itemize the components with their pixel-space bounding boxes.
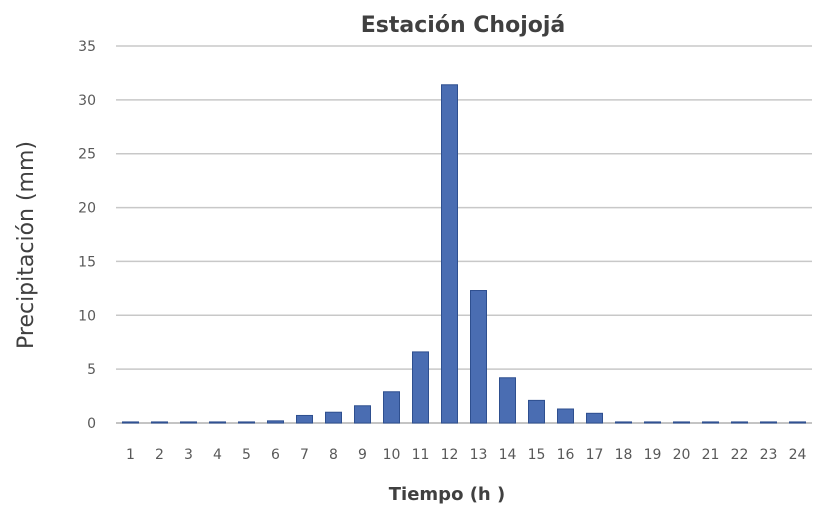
- bar: [209, 421, 226, 424]
- y-tick-label: 30: [78, 93, 96, 109]
- x-tick-label: 15: [528, 447, 546, 463]
- x-tick-label: 6: [271, 447, 280, 463]
- bar: [760, 421, 777, 424]
- x-tick-label: 12: [441, 447, 459, 463]
- bar: [499, 377, 516, 424]
- bar: [586, 412, 603, 424]
- x-tick-label: 13: [470, 447, 488, 463]
- x-tick-label: 17: [586, 447, 604, 463]
- bar: [325, 411, 342, 424]
- y-tick-label: 15: [78, 254, 96, 270]
- x-tick-label: 4: [213, 447, 222, 463]
- y-tick-label: 5: [87, 362, 96, 378]
- x-tick-labels: 1 2 3 4 5 6 7 8 9 10 11 12 13 14 15 16 17 18 19 20 21 22 23 24: [126, 447, 806, 463]
- y-tick-label: 0: [87, 416, 96, 432]
- y-tick-label: 10: [78, 308, 96, 324]
- x-tick-label: 19: [644, 447, 662, 463]
- x-tick-label: 14: [499, 447, 517, 463]
- bar: [122, 421, 139, 424]
- x-tick-label: 2: [155, 447, 164, 463]
- bar: [528, 399, 545, 424]
- chart-title: Estación Chojojá: [361, 13, 565, 38]
- x-tick-label: 22: [731, 447, 749, 463]
- bar: [383, 391, 400, 424]
- y-axis-title: Precipitación (mm): [14, 141, 39, 349]
- bar: [644, 421, 661, 424]
- x-tick-label: 24: [789, 447, 807, 463]
- bar: [238, 421, 255, 424]
- bars: [122, 84, 806, 424]
- x-tick-label: 5: [242, 447, 251, 463]
- bar: [296, 414, 313, 424]
- bar: [702, 421, 719, 424]
- x-tick-label: 20: [673, 447, 691, 463]
- bar: [412, 351, 429, 424]
- x-tick-label: 18: [615, 447, 633, 463]
- x-axis-title: Tiempo (h ): [389, 484, 505, 505]
- bar: [354, 405, 371, 424]
- y-tick-label: 25: [78, 147, 96, 163]
- x-tick-label: 1: [126, 447, 135, 463]
- x-tick-label: 23: [760, 447, 778, 463]
- bar: [789, 421, 806, 424]
- x-tick-label: 8: [329, 447, 338, 463]
- bar: [470, 290, 487, 424]
- x-tick-label: 10: [383, 447, 401, 463]
- bar: [441, 84, 458, 424]
- bar: [267, 420, 284, 424]
- y-tick-label: 35: [78, 39, 96, 55]
- bar: [557, 408, 574, 424]
- x-tick-label: 9: [358, 447, 367, 463]
- bar: [151, 421, 168, 424]
- bar: [615, 421, 632, 424]
- x-tick-label: 7: [300, 447, 309, 463]
- x-tick-label: 21: [702, 447, 720, 463]
- y-tick-labels: 0 5 10 15 20 25 30 35: [78, 39, 96, 432]
- x-tick-label: 3: [184, 447, 193, 463]
- x-tick-label: 16: [557, 447, 575, 463]
- bar: [180, 421, 197, 424]
- y-tick-label: 20: [78, 201, 96, 217]
- bar: [731, 421, 748, 424]
- x-tick-label: 11: [412, 447, 430, 463]
- bar: [673, 421, 690, 424]
- grid-lines: [116, 45, 812, 424]
